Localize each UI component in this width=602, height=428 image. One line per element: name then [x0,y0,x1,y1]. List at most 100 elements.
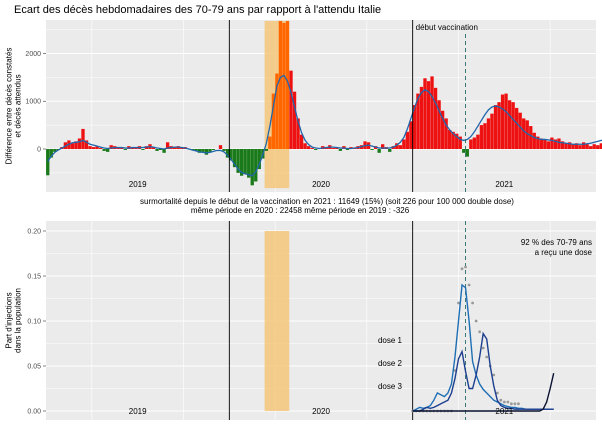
bar-week-118 [462,149,466,153]
bar-week-133 [514,107,519,149]
panel1-year-2019: 2019 [129,180,147,189]
panel2-year-2019: 2019 [129,407,147,416]
expected-dot [485,355,489,359]
bar-week-106 [419,86,424,149]
bar-week-44 [201,149,205,152]
bar-week-83 [338,149,343,151]
bar-week-68 [285,20,290,150]
bar-week-55 [239,149,244,176]
bar-week-120 [469,139,473,149]
bar-week-53 [232,149,237,168]
smoothed-trend-line [47,74,602,177]
bar-week-7 [70,143,75,149]
y-tick-label: 1000 [25,99,41,106]
bar-week-150 [574,143,579,149]
bar-week-114 [448,129,452,149]
expected-dot [457,301,460,305]
bar-week-101 [402,139,406,149]
bar-week-74 [306,146,311,149]
bar-week-67 [282,22,286,149]
bar-week-148 [567,142,572,149]
bar-week-14 [95,146,99,149]
bar-week-10 [81,128,85,149]
series-line-dose-3 [412,373,555,412]
bar-week-157 [599,143,602,149]
y-tick-label: 0.10 [27,319,41,326]
y-tick-label: 0 [37,147,41,154]
highlight-band [264,231,290,411]
bar-week-138 [532,132,536,149]
bar-week-47 [211,149,216,150]
bar-week-127 [493,105,498,149]
bar-week-52 [229,149,233,161]
bar-week-38 [180,148,184,149]
bar-week-57 [247,149,251,178]
bar-week-25 [134,148,138,149]
bar-week-119 [465,149,469,157]
bar-week-54 [236,149,240,173]
bar-week-43 [197,149,202,153]
bar-week-56 [243,149,247,174]
bar-week-33 [162,149,166,153]
bar-week-124 [483,123,487,149]
bar-week-81 [331,148,335,149]
panel1-year-2020: 2020 [312,180,330,189]
bar-week-8 [74,141,78,149]
bar-week-145 [557,138,561,149]
bar-week-46 [208,149,212,152]
bar-week-152 [581,142,586,149]
bar-week-104 [412,105,417,149]
bar-week-156 [596,145,600,149]
bar-week-129 [500,94,505,149]
bar-week-135 [522,118,526,149]
bar-week-2 [53,149,57,152]
expected-dot [513,402,517,406]
bar-week-72 [299,134,304,149]
bar-week-16 [102,149,106,151]
y-axis-title: Part d'injectionsdans la population [5,288,23,353]
bar-week-65 [275,73,279,149]
bar-week-75 [310,148,314,149]
bar-week-132 [511,102,515,149]
vaccination-start-label: début vaccination [416,23,478,32]
bar-week-1 [49,149,53,158]
bar-week-85 [345,149,350,150]
bar-week-50 [222,149,226,151]
bar-week-147 [564,143,568,149]
bar-week-9 [77,138,82,149]
expected-dot [478,330,482,334]
bar-week-30 [151,147,156,149]
bar-week-109 [430,76,434,149]
bar-week-69 [289,70,293,149]
y-tick-label: 0.15 [27,274,41,281]
expected-dot [471,301,475,305]
bar-week-92 [370,149,374,150]
bar-week-60 [257,149,261,170]
bar-week-139 [536,136,540,149]
panel-1-background [46,20,596,192]
bar-week-117 [458,136,462,149]
dose-label-2: dose 2 [378,359,403,368]
coverage-label: 92 % des 70-79 ans a reçu une dose [521,238,593,257]
bar-week-128 [497,102,501,149]
bar-week-110 [433,87,438,149]
bar-week-107 [423,78,427,149]
bar-week-154 [589,146,593,149]
bar-week-11 [84,140,89,149]
expected-dot [502,400,506,404]
bar-week-100 [398,145,402,149]
bar-week-141 [543,139,547,149]
bar-week-144 [553,139,558,149]
bar-week-31 [155,149,159,151]
bar-week-66 [278,20,283,150]
y-tick-label: 0.00 [27,409,41,416]
bar-week-155 [592,144,596,149]
expected-dot [474,319,478,323]
bar-week-115 [451,131,455,149]
y-tick-label: 0.05 [27,364,41,371]
bar-week-149 [571,144,575,149]
bar-week-123 [479,125,484,149]
injections-panel: dose 1 dose 2 dose 3 92 % des 70-79 ans a re… [5,221,596,420]
bar-week-142 [546,141,551,149]
